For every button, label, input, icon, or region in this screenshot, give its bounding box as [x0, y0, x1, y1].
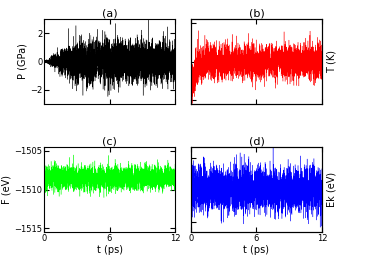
Title: (a): (a) — [102, 8, 117, 18]
Y-axis label: P (GPa): P (GPa) — [18, 44, 27, 79]
Title: (d): (d) — [249, 136, 264, 146]
Y-axis label: T (K): T (K) — [326, 50, 336, 73]
Y-axis label: F (eV): F (eV) — [2, 175, 12, 204]
X-axis label: t (ps): t (ps) — [243, 245, 269, 255]
Y-axis label: Ek (eV): Ek (eV) — [326, 172, 336, 207]
X-axis label: t (ps): t (ps) — [97, 245, 123, 255]
Title: (b): (b) — [249, 8, 264, 18]
Title: (c): (c) — [102, 136, 117, 146]
